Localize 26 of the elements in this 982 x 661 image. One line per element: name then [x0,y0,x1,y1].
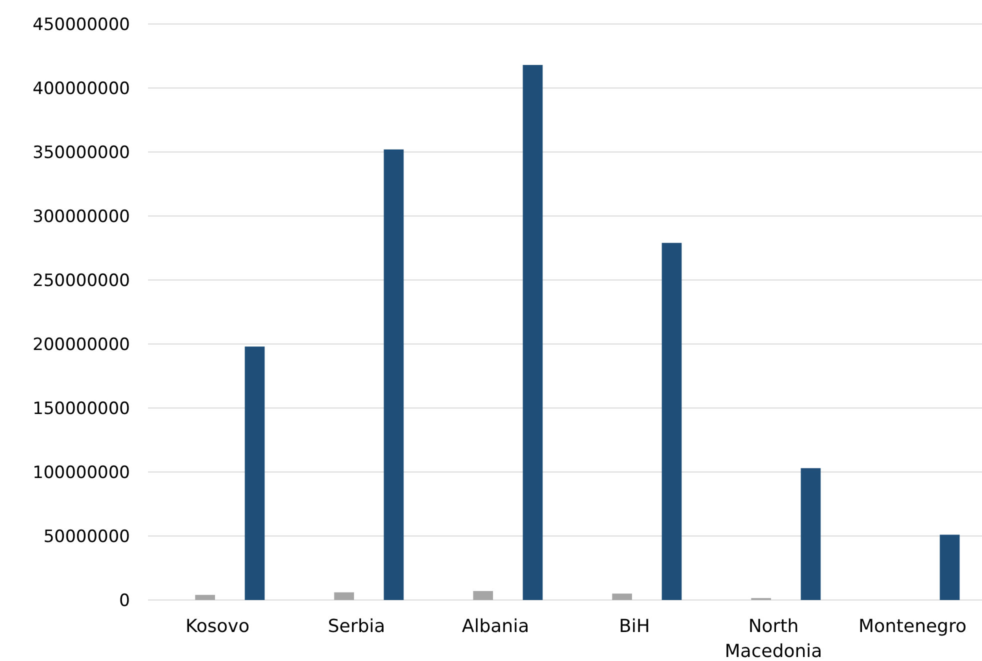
y-tick-label: 400000000 [32,78,130,99]
x-tick-label: Albania [462,616,530,637]
bar [662,242,682,600]
x-tick-label: BiH [619,616,650,637]
y-tick-label: 250000000 [32,270,130,291]
y-tick-label: 200000000 [32,334,130,355]
bar [334,592,354,600]
bar [940,534,960,600]
x-tick-label: North Macedonia [724,616,822,661]
y-tick-label: 300000000 [32,206,130,227]
bar [522,64,543,600]
y-tick-label: 150000000 [32,398,130,419]
x-tick-label: Kosovo [186,616,250,637]
y-tick-label: 450000000 [32,14,130,35]
bar [244,346,265,600]
y-tick-label: 50000000 [43,526,130,547]
bar [473,591,494,600]
bar [384,149,404,600]
x-tick-label: Serbia [328,616,386,637]
y-tick-label: 100000000 [32,462,130,483]
bar [612,594,632,600]
bar [800,468,821,600]
bar [195,594,216,600]
y-tick-label: 0 [119,590,130,611]
x-tick-label: Montenegro [858,616,967,637]
y-tick-label: 350000000 [32,142,130,163]
